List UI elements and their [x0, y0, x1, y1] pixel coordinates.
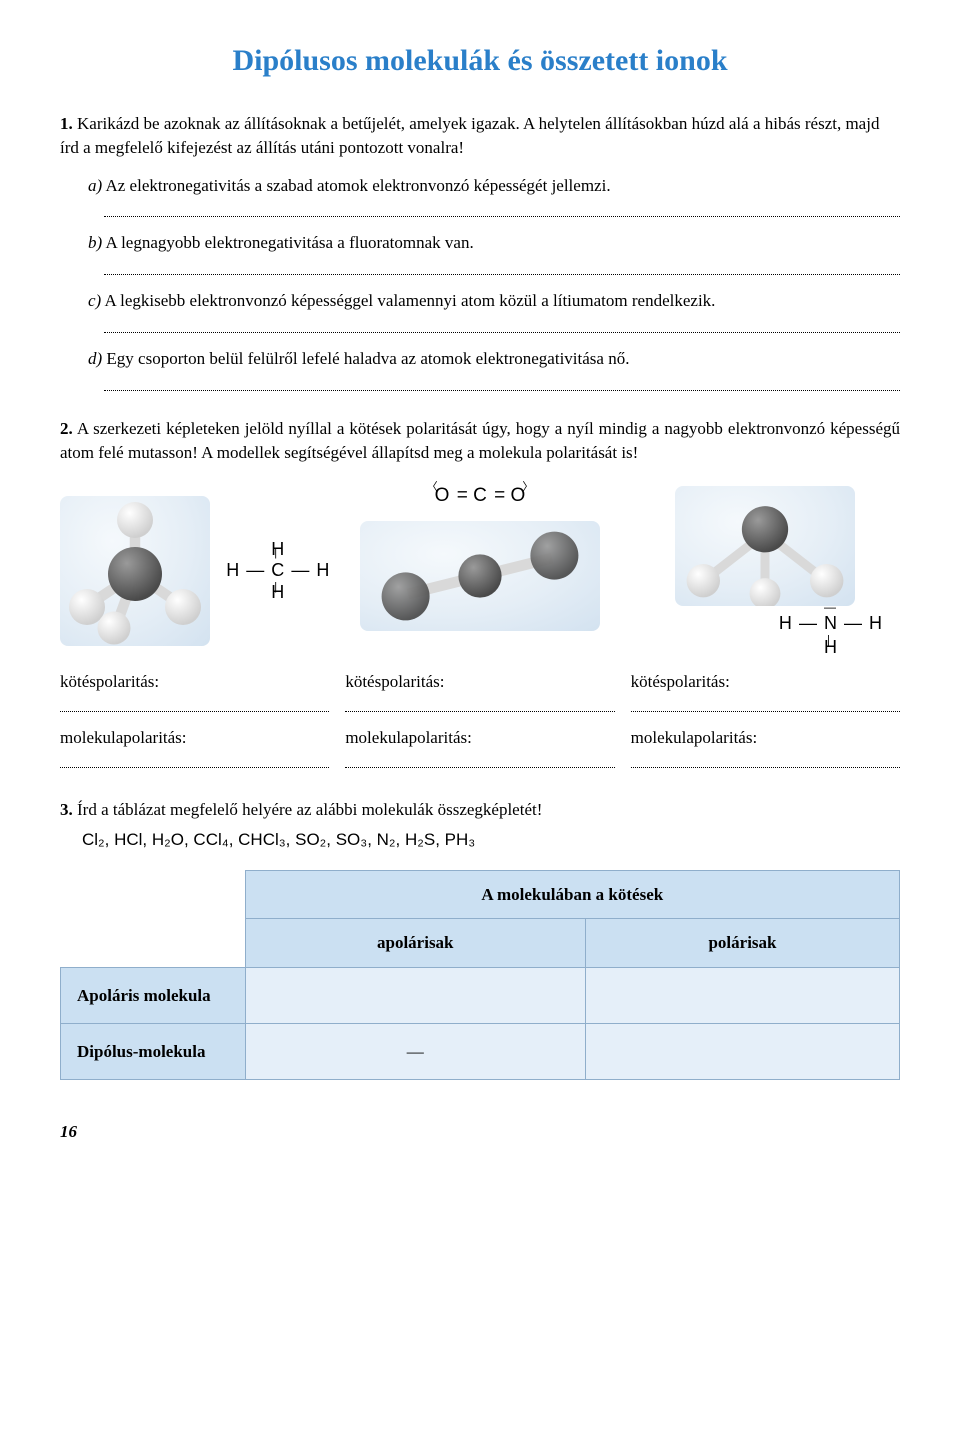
page-number: 16	[60, 1120, 900, 1144]
molecule-card-ch4: H H — | C | — H H	[60, 486, 329, 656]
bond-answer-lines	[60, 694, 900, 712]
molecule-model-co2	[360, 521, 600, 631]
table-cell[interactable]	[585, 1024, 899, 1080]
q1-a-text: Az elektronegativitás a szabad atomok el…	[105, 176, 610, 195]
bond-label-3: kötéspolaritás:	[631, 670, 900, 694]
q2-number: 2.	[60, 419, 73, 438]
table-col-polar: polárisak	[585, 919, 899, 968]
answer-line[interactable]	[60, 694, 329, 712]
question-3: 3. Írd a táblázat megfelelő helyére az a…	[60, 798, 900, 1080]
q1-c-text: A legkisebb elektronvonzó képességgel va…	[105, 291, 716, 310]
q1-d-label: d)	[88, 349, 102, 368]
q1-a-label: a)	[88, 176, 102, 195]
table-col-apolar: apolárisak	[245, 919, 585, 968]
formula-co2: 〈 O = C = O 〉	[435, 486, 526, 507]
table-cell[interactable]	[585, 968, 899, 1024]
ch4-c: C	[271, 560, 284, 580]
ch4-h-bottom: H	[226, 583, 329, 603]
mol-answer-lines	[60, 750, 900, 768]
co2-bond-right: =	[494, 485, 503, 506]
q3-text: Írd a táblázat megfelelő helyére az aláb…	[77, 800, 542, 819]
ch4-h-top: H	[226, 540, 329, 560]
formula-ch4: H H — | C | — H H	[226, 540, 329, 603]
table-cell[interactable]	[245, 968, 585, 1024]
answer-line[interactable]	[104, 323, 900, 333]
nh3-n: N	[824, 613, 837, 633]
q1-d-text: Egy csoporton belül felülről lefelé hala…	[106, 349, 629, 368]
q1-item-b: b) A legnagyobb elektronegativitása a fl…	[88, 231, 900, 255]
ch4-h-left: H	[226, 560, 239, 580]
ch4-h-right: H	[316, 560, 329, 580]
polarity-table: A molekulában a kötések apolárisak polár…	[60, 870, 900, 1081]
table-row-apolar: Apoláris molekula	[61, 968, 246, 1024]
mol-label-3: molekulapolaritás:	[631, 726, 900, 750]
q3-molecule-list: Cl₂, HCl, H₂O, CCl₄, CHCl₃, SO₂, SO₃, N₂…	[82, 828, 900, 852]
q1-lead-text: Karikázd be azoknak az állításoknak a be…	[60, 114, 879, 157]
molecule-model-nh3	[675, 486, 855, 606]
bond-label-2: kötéspolaritás:	[345, 670, 614, 694]
q1-item-c: c) A legkisebb elektronvonzó képességgel…	[88, 289, 900, 313]
answer-line[interactable]	[104, 381, 900, 391]
molecule-model-ch4	[60, 496, 210, 646]
mol-label-2: molekulapolaritás:	[345, 726, 614, 750]
answer-line[interactable]	[104, 265, 900, 275]
co2-bond-left: =	[457, 485, 466, 506]
bond-polarity-row: kötéspolaritás: kötéspolaritás: kötéspol…	[60, 670, 900, 694]
answer-line[interactable]	[631, 750, 900, 768]
mol-polarity-row: molekulapolaritás: molekulapolaritás: mo…	[60, 726, 900, 750]
table-row-dipole: Dipólus-molekula	[61, 1024, 246, 1080]
question-1: 1. Karikázd be azoknak az állításoknak a…	[60, 112, 900, 391]
q1-b-label: b)	[88, 233, 102, 252]
molecules-row: H H — | C | — H H	[60, 486, 900, 656]
nh3-h-left: H	[779, 613, 792, 633]
answer-line[interactable]	[631, 694, 900, 712]
nh3-h-right: H	[869, 613, 882, 633]
q1-item-d: d) Egy csoporton belül felülről lefelé h…	[88, 347, 900, 371]
q2-text: A szerkezeti képleteken jelöld nyíllal a…	[60, 419, 900, 462]
answer-line[interactable]	[345, 750, 614, 768]
table-cell-dash: —	[245, 1024, 585, 1080]
q1-c-label: c)	[88, 291, 101, 310]
q3-lead: 3. Írd a táblázat megfelelő helyére az a…	[60, 798, 900, 822]
q1-item-a: a) Az elektronegativitás a szabad atomok…	[88, 174, 900, 198]
formula-nh3: H — — N | — H H	[779, 614, 882, 658]
co2-c: C	[473, 485, 487, 506]
q2-lead: 2. A szerkezeti képleteken jelöld nyílla…	[60, 417, 900, 465]
nh3-h-bottom: H	[779, 638, 882, 658]
answer-line[interactable]	[60, 750, 329, 768]
question-2: 2. A szerkezeti képleteken jelöld nyílla…	[60, 417, 900, 768]
q1-b-text: A legnagyobb elektronegativitása a fluor…	[105, 233, 473, 252]
q1-lead: 1. Karikázd be azoknak az állításoknak a…	[60, 112, 900, 160]
molecule-card-nh3: H — — N | — H H	[631, 486, 900, 656]
q1-number: 1.	[60, 114, 73, 133]
q3-number: 3.	[60, 800, 73, 819]
mol-label-1: molekulapolaritás:	[60, 726, 329, 750]
answer-line[interactable]	[345, 694, 614, 712]
page-title: Dipólusos molekulák és összetett ionok	[60, 40, 900, 82]
molecule-card-co2: 〈 O = C = O 〉	[345, 486, 614, 656]
answer-line[interactable]	[104, 207, 900, 217]
table-header-top: A molekulában a kötések	[245, 870, 899, 919]
bond-label-1: kötéspolaritás:	[60, 670, 329, 694]
